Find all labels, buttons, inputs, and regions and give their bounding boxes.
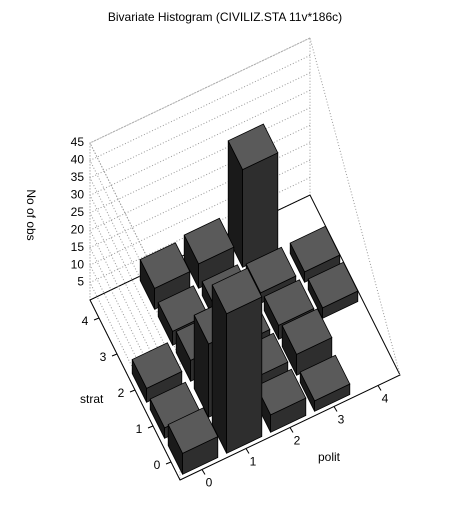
bar-top-face bbox=[131, 342, 183, 389]
x-tick bbox=[245, 448, 250, 454]
bar-top-face bbox=[307, 261, 359, 309]
y-tick bbox=[165, 461, 172, 465]
chart-title: Bivariate Histogram (CIVILIZ.STA 11v*186… bbox=[108, 10, 342, 24]
bar-top-face bbox=[167, 407, 219, 454]
x-tick bbox=[201, 469, 206, 475]
bar-front-face bbox=[242, 152, 279, 268]
x-tick-label: 4 bbox=[382, 392, 389, 406]
bar-top-face bbox=[263, 279, 315, 326]
x-axis-title: polit bbox=[318, 450, 341, 464]
bar-top-face bbox=[281, 308, 333, 355]
z-tick-label: 35 bbox=[71, 170, 85, 184]
bar-top-face bbox=[211, 267, 263, 315]
y-axis-title: strat bbox=[80, 392, 104, 406]
y-tick bbox=[93, 317, 100, 321]
z-tick-label: 45 bbox=[71, 135, 85, 149]
x-tick bbox=[289, 427, 294, 433]
z-axis-title: No of obs bbox=[24, 189, 38, 240]
z-tick-label: 5 bbox=[77, 275, 84, 289]
bar-top-face bbox=[245, 246, 297, 294]
z-tick-label: 20 bbox=[71, 222, 85, 236]
z-tick-label: 15 bbox=[71, 240, 85, 254]
bar bbox=[183, 217, 235, 289]
y-tick bbox=[147, 425, 154, 429]
y-tick-label: 1 bbox=[136, 422, 143, 436]
y-tick-label: 2 bbox=[118, 386, 125, 400]
z-tick-label: 10 bbox=[71, 257, 85, 271]
x-tick-label: 3 bbox=[338, 413, 345, 427]
grid-line bbox=[89, 54, 311, 341]
bar bbox=[281, 308, 333, 376]
right-edge bbox=[309, 37, 401, 376]
bar-top-face bbox=[289, 225, 341, 273]
x-tick bbox=[377, 385, 382, 391]
bar bbox=[211, 267, 263, 454]
bar-top-face bbox=[227, 123, 279, 171]
x-tick-label: 0 bbox=[206, 476, 213, 490]
grid-line bbox=[89, 37, 311, 324]
y-tick-label: 3 bbox=[100, 350, 107, 364]
floor bbox=[89, 194, 401, 481]
y-tick-label: 4 bbox=[82, 314, 89, 328]
bar-front-face bbox=[226, 296, 263, 454]
bar bbox=[299, 354, 351, 412]
bar bbox=[227, 123, 279, 268]
grid-line bbox=[89, 89, 311, 376]
y-tick bbox=[111, 353, 118, 357]
bar-top-face bbox=[299, 354, 351, 402]
bar bbox=[167, 407, 219, 475]
y-tick-label: 0 bbox=[154, 458, 161, 472]
x-tick-label: 1 bbox=[250, 455, 257, 469]
z-tick-label: 25 bbox=[71, 205, 85, 219]
bar-top-face bbox=[139, 242, 191, 289]
z-tick-label: 40 bbox=[71, 153, 85, 167]
x-tick-label: 2 bbox=[294, 434, 301, 448]
x-tick bbox=[333, 406, 338, 412]
bar bbox=[307, 261, 359, 319]
bar-top-face bbox=[183, 217, 235, 265]
y-tick bbox=[129, 389, 136, 393]
bar bbox=[131, 342, 183, 403]
grid-line bbox=[89, 72, 311, 359]
z-tick-label: 30 bbox=[71, 188, 85, 202]
